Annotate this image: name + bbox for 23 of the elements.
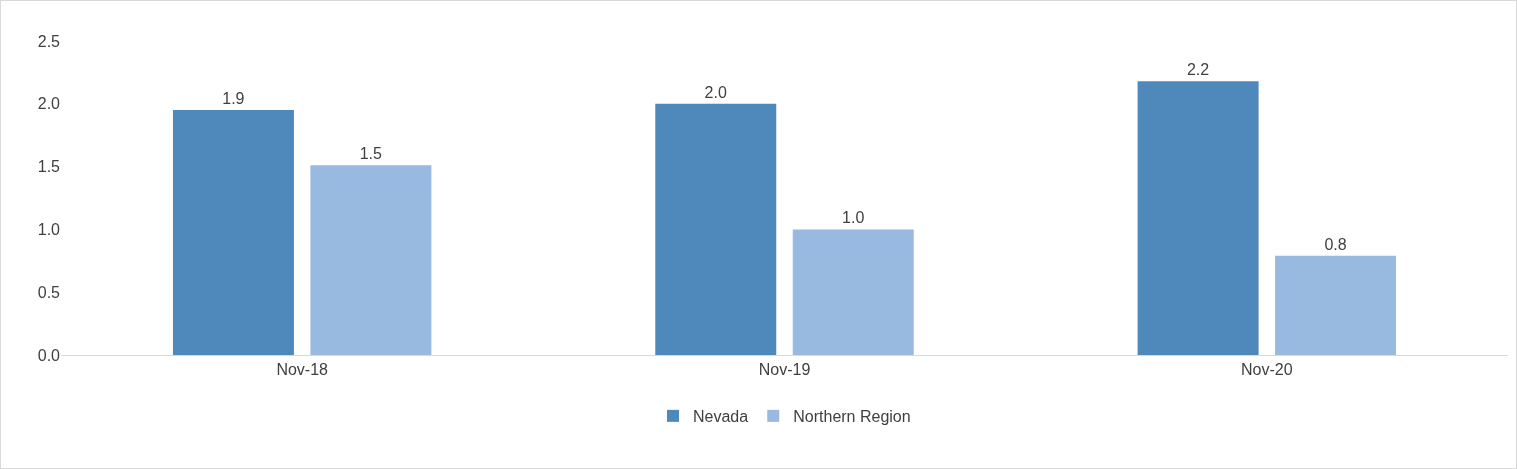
y-tick-label: 1.5: [37, 158, 61, 176]
bar: [792, 229, 914, 355]
data-label: 1.0: [842, 209, 865, 227]
bar: [310, 165, 432, 355]
x-tick-label: Nov-18: [276, 361, 329, 379]
data-label: 0.8: [1324, 235, 1347, 253]
x-tick-label: Nov-19: [758, 361, 811, 379]
data-label: 1.9: [222, 90, 245, 108]
data-label: 1.5: [359, 145, 383, 163]
x-tick-label: Nov-20: [1241, 361, 1293, 379]
y-tick-label: 2.0: [37, 95, 61, 113]
bar: [655, 103, 777, 355]
data-label: 2.2: [1186, 61, 1210, 79]
y-tick-label: 1.0: [37, 221, 61, 238]
legend-label: Nevada: [693, 408, 749, 426]
y-tick-label: 0.5: [37, 283, 61, 301]
bar: [172, 110, 294, 355]
bar: [1137, 81, 1259, 355]
y-tick-label: 2.5: [37, 32, 61, 50]
bar: [1275, 255, 1397, 355]
data-label: 2.0: [704, 83, 727, 101]
legend-label: Northern Region: [793, 408, 911, 426]
y-tick-label: 0.0: [37, 346, 61, 364]
